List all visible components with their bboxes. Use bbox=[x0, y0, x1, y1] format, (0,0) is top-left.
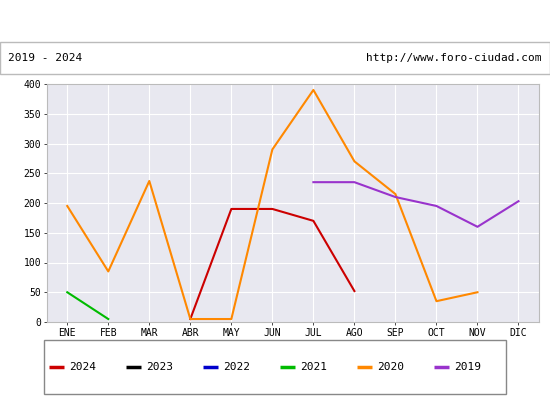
2020 bbox=[146, 178, 152, 183]
Text: Evolucion Nº Turistas Nacionales en el municipio de Crespià: Evolucion Nº Turistas Nacionales en el m… bbox=[39, 14, 511, 28]
Line: 2020: 2020 bbox=[67, 90, 477, 319]
2020 bbox=[310, 88, 317, 92]
2019 bbox=[433, 204, 440, 208]
Text: 2022: 2022 bbox=[223, 362, 250, 372]
Line: 2021: 2021 bbox=[67, 292, 108, 319]
Text: 2019 - 2024: 2019 - 2024 bbox=[8, 53, 82, 63]
Text: 2020: 2020 bbox=[377, 362, 404, 372]
2020 bbox=[351, 159, 358, 164]
2020 bbox=[392, 192, 399, 196]
2020 bbox=[105, 269, 112, 274]
2019 bbox=[351, 180, 358, 184]
2020 bbox=[474, 290, 481, 295]
Text: 2021: 2021 bbox=[300, 362, 327, 372]
2019 bbox=[474, 224, 481, 229]
2020 bbox=[269, 147, 276, 152]
2020 bbox=[187, 317, 194, 322]
2019 bbox=[515, 199, 522, 204]
Text: 2023: 2023 bbox=[146, 362, 173, 372]
2024 bbox=[187, 317, 194, 322]
Text: 2019: 2019 bbox=[454, 362, 481, 372]
2021 bbox=[105, 317, 112, 322]
2024 bbox=[351, 289, 358, 294]
Line: 2024: 2024 bbox=[190, 209, 354, 319]
Text: 2024: 2024 bbox=[69, 362, 96, 372]
Text: http://www.foro-ciudad.com: http://www.foro-ciudad.com bbox=[366, 53, 542, 63]
2020 bbox=[64, 204, 70, 208]
2024 bbox=[269, 206, 276, 211]
2021 bbox=[64, 290, 70, 295]
2019 bbox=[310, 180, 317, 184]
2020 bbox=[433, 299, 440, 304]
Line: 2019: 2019 bbox=[314, 182, 519, 227]
2024 bbox=[228, 206, 235, 211]
2024 bbox=[310, 218, 317, 223]
FancyBboxPatch shape bbox=[44, 340, 506, 394]
2020 bbox=[228, 317, 235, 322]
2019 bbox=[392, 195, 399, 200]
